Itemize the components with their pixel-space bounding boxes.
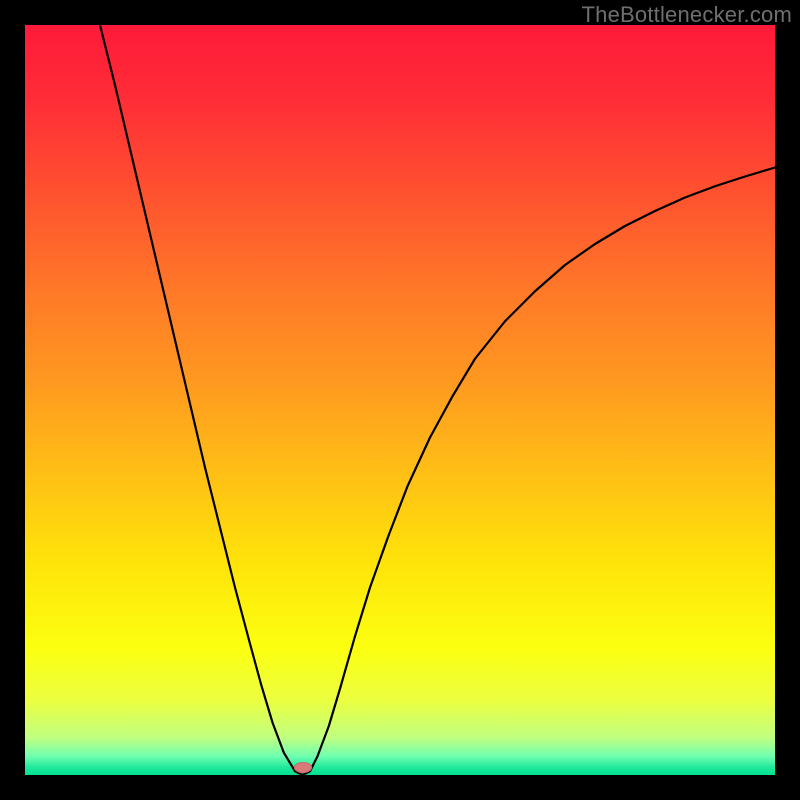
plot-svg <box>25 25 775 775</box>
bottleneck-curve <box>100 25 775 775</box>
chart-container: TheBottlenecker.com <box>0 0 800 800</box>
plot-area <box>25 25 775 775</box>
